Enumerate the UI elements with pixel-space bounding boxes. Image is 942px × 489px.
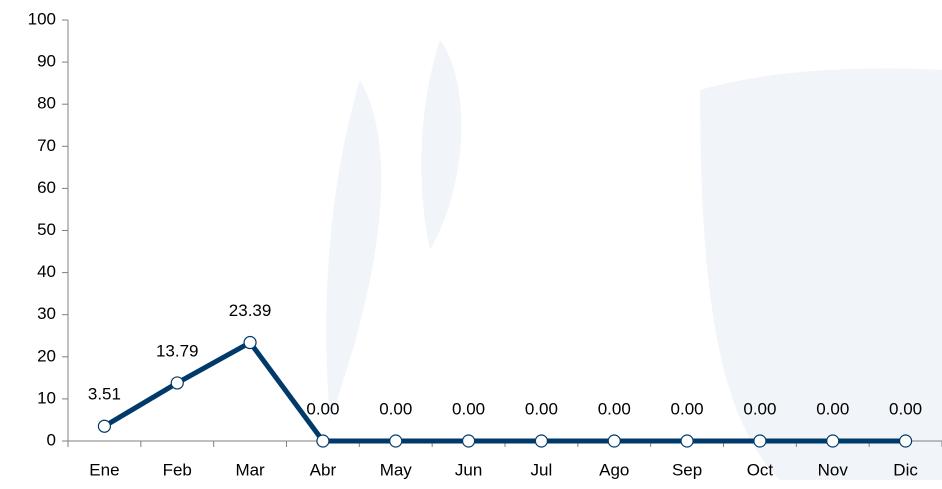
point [317,435,329,447]
y-tick-label: 10 [37,388,56,407]
x-tick-label: Sep [672,460,702,479]
point [171,377,183,389]
x-tick-label: Oct [747,460,774,479]
point [681,435,693,447]
watermark [326,40,942,480]
y-tick-label: 20 [37,346,56,365]
point [900,435,912,447]
y-tick-label: 80 [37,94,56,113]
data-label: 0.00 [452,399,485,418]
point [827,435,839,447]
data-label: 13.79 [156,341,199,360]
x-tick-label: Mar [235,460,265,479]
point [98,420,110,432]
y-tick-label: 40 [37,262,56,281]
point [608,435,620,447]
y-tick-label: 50 [37,220,56,239]
point [390,435,402,447]
x-tick-label: Feb [163,460,192,479]
data-label: 0.00 [671,399,704,418]
data-label: 0.00 [306,399,339,418]
x-tick-label: May [380,460,413,479]
data-label: 3.51 [88,385,121,404]
y-tick-label: 30 [37,304,56,323]
x-tick-label: Ene [89,460,119,479]
data-label: 0.00 [598,399,631,418]
x-tick-label: Nov [818,460,849,479]
chart: 0 10 20 30 40 50 60 70 80 90 100 Ene Feb Mar Abr May Jun… [0,0,942,489]
point [754,435,766,447]
point [244,337,256,349]
x-tick-label: Jun [455,460,482,479]
y-tick-label: 70 [37,136,56,155]
data-label: 0.00 [816,399,849,418]
data-label: 0.00 [379,399,412,418]
data-label: 23.39 [229,301,272,320]
x-tick-label: Jul [531,460,553,479]
x-tick-label: Ago [599,460,629,479]
data-label: 0.00 [889,399,922,418]
y-tick-label: 60 [37,178,56,197]
x-tick-label: Abr [310,460,337,479]
data-label: 0.00 [743,399,776,418]
y-tick-label: 0 [47,430,56,449]
y-tick-label: 100 [28,9,56,28]
y-tick-label: 90 [37,52,56,71]
point [535,435,547,447]
point [463,435,475,447]
x-tick-label: Dic [893,460,918,479]
data-label: 0.00 [525,399,558,418]
